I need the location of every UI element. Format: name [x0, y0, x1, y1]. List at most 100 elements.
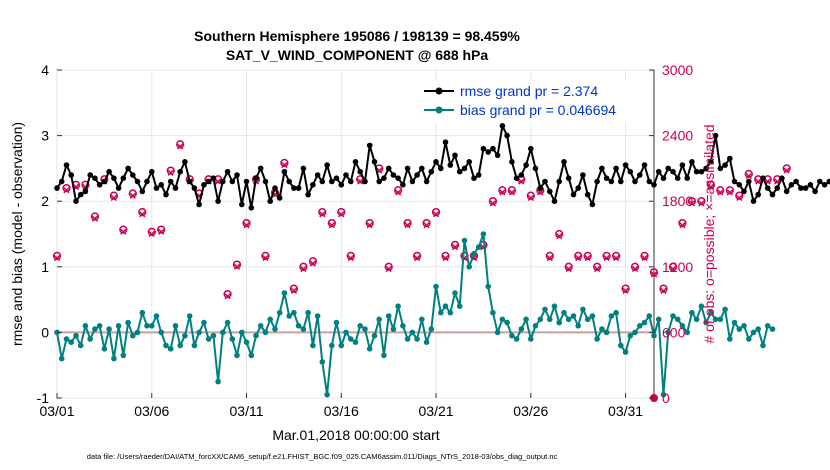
obs-possible-marker: [668, 262, 678, 271]
y-tick-label: 3: [41, 128, 49, 144]
data-point: [333, 319, 340, 326]
data-point: [381, 352, 387, 359]
data-point: [239, 201, 245, 208]
y-tick-label: -1: [37, 390, 50, 406]
data-point: [82, 323, 89, 329]
data-point: [220, 329, 226, 336]
data-point: [343, 329, 349, 336]
data-point: [381, 175, 387, 181]
obs-assimilated-marker: [233, 263, 241, 270]
obs-assimilated-marker: [622, 287, 629, 294]
obs-assimilated-marker: [414, 254, 421, 262]
obs-possible-marker: [488, 197, 498, 206]
obs-assimilated-marker: [319, 211, 326, 218]
data-point: [125, 319, 131, 326]
data-point: [295, 185, 302, 191]
data-point: [262, 178, 269, 185]
obs-possible-marker: [735, 191, 744, 200]
data-point: [376, 178, 383, 185]
obs-assimilated-marker: [736, 194, 743, 202]
x-tick-label: 03/31: [608, 403, 643, 419]
obs-possible-marker: [119, 225, 128, 234]
obs-possible-marker: [384, 262, 393, 271]
data-point: [646, 178, 653, 185]
obs-possible-marker: [128, 189, 137, 198]
data-point: [428, 168, 435, 175]
data-point: [295, 323, 302, 329]
data-point: [703, 165, 709, 172]
obs-assimilated-marker: [717, 189, 724, 196]
obs-assimilated-marker: [669, 265, 677, 273]
data-point: [101, 178, 108, 185]
data-point: [594, 178, 600, 185]
data-point: [461, 165, 468, 172]
data-point: [518, 172, 525, 178]
data-point: [736, 326, 743, 332]
data-point: [371, 159, 378, 165]
data-point: [120, 352, 127, 359]
x-axis-label: Mar.01,2018 00:00:00 start: [272, 427, 439, 443]
obs-possible-marker: [687, 197, 697, 206]
data-point: [120, 175, 127, 181]
data-point: [480, 145, 487, 152]
data-point: [547, 316, 553, 323]
obs-possible-marker: [412, 251, 422, 261]
x-tick-label: 03/01: [39, 403, 74, 419]
obs-assimilated-marker: [290, 287, 297, 294]
data-point: [475, 172, 482, 178]
data-point: [532, 323, 539, 329]
data-point: [632, 178, 638, 185]
data-point: [627, 168, 634, 175]
data-point: [115, 323, 122, 329]
data-point: [163, 191, 169, 198]
data-point: [613, 165, 619, 172]
data-point: [717, 165, 724, 172]
data-point: [618, 342, 624, 349]
data-point: [243, 339, 250, 346]
data-point: [423, 339, 430, 346]
data-point: [92, 175, 98, 181]
data-point: [163, 342, 169, 349]
data-point: [414, 172, 420, 178]
data-point: [400, 323, 406, 329]
obs-assimilated-marker: [366, 222, 373, 229]
obs-possible-marker: [157, 225, 166, 234]
data-point: [551, 303, 558, 310]
data-point: [499, 123, 506, 129]
data-point: [494, 329, 501, 336]
obs-possible-marker: [147, 227, 156, 236]
chart-title: Southern Hemisphere 195086 / 198139 = 98…: [194, 28, 520, 44]
obs-assimilated-marker: [650, 271, 658, 278]
data-point: [144, 178, 150, 185]
data-point: [82, 188, 89, 195]
obs-assimilated-marker: [385, 265, 392, 273]
data-point: [291, 185, 297, 191]
data-point: [348, 178, 354, 185]
data-point: [509, 159, 515, 165]
obs-assimilated-marker: [300, 265, 307, 273]
obs-possible-marker: [574, 251, 583, 261]
data-point: [518, 326, 525, 332]
data-point: [96, 182, 103, 188]
data-point: [769, 191, 776, 198]
data-point: [248, 205, 255, 211]
data-point: [357, 168, 364, 175]
data-point: [665, 329, 671, 336]
data-point: [779, 175, 785, 181]
data-point: [793, 178, 799, 185]
data-point: [674, 316, 681, 323]
obs-possible-marker: [327, 218, 336, 228]
data-point: [764, 185, 771, 191]
data-point: [229, 178, 236, 185]
data-point: [314, 313, 321, 319]
obs-assimilated-marker: [451, 244, 459, 251]
obs-possible-marker: [678, 218, 687, 228]
data-point: [153, 313, 160, 319]
data-point: [570, 191, 577, 198]
data-point: [77, 342, 84, 349]
y-tick-label: 4: [41, 62, 49, 78]
obs-possible-marker: [725, 186, 734, 195]
obs-possible-marker: [337, 207, 346, 217]
data-point: [452, 152, 458, 159]
obs-possible-marker: [602, 251, 611, 261]
